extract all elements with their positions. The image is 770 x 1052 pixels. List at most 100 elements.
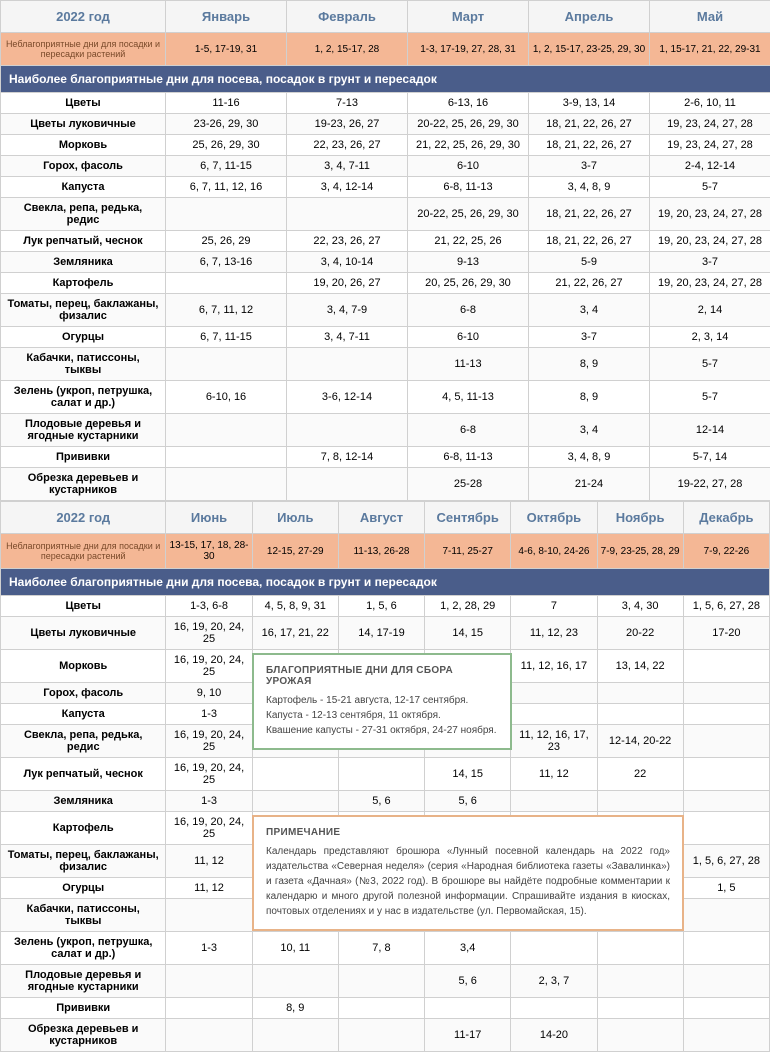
row-label: Плодовые деревья и ягодные кустарники [1, 965, 166, 998]
data-cell: 11, 12, 16, 17, 23 [511, 725, 597, 758]
data-cell [683, 704, 769, 725]
data-cell: 6-8, 11-13 [408, 177, 529, 198]
data-cell: 5-9 [529, 252, 650, 273]
data-cell: 4, 5, 11-13 [408, 381, 529, 414]
bad-days-label: Неблагоприятные дни для посадки и переса… [1, 33, 166, 66]
table-row: Лук репчатый, чеснок16, 19, 20, 24, 2514… [1, 758, 770, 791]
table-row: Лук репчатый, чеснок25, 26, 2922, 23, 26… [1, 231, 770, 252]
data-cell: 2-4, 12-14 [650, 156, 770, 177]
data-cell [597, 965, 683, 998]
month-jul: Июль [252, 502, 338, 534]
table-row: Зелень (укроп, петрушка, салат и др.)6-1… [1, 381, 770, 414]
data-cell [511, 998, 597, 1019]
bad-days-row-2: Неблагоприятные дни для посадки и переса… [1, 534, 770, 569]
data-cell: 3-7 [650, 252, 770, 273]
data-cell: 22 [597, 758, 683, 791]
data-cell: 1-3 [166, 791, 252, 812]
section-header-1: Наиболее благоприятные дни для посева, п… [1, 66, 770, 93]
data-cell: 25-28 [408, 468, 529, 501]
data-cell [683, 965, 769, 998]
data-cell [252, 965, 338, 998]
data-cell: 18, 21, 22, 26, 27 [529, 135, 650, 156]
row-label: Свекла, репа, редька, редис [1, 725, 166, 758]
data-cell: 3,4 [425, 932, 511, 965]
row-label: Морковь [1, 135, 166, 156]
data-cell [252, 791, 338, 812]
data-cell: 3, 4, 8, 9 [529, 447, 650, 468]
data-cell: 1-3 [166, 704, 252, 725]
calendar-table-1: 2022 год Январь Февраль Март Апрель Май … [0, 0, 770, 501]
data-cell: 7, 8 [338, 932, 424, 965]
row-label: Томаты, перец, баклажаны, физалис [1, 294, 166, 327]
data-cell: 5, 6 [338, 791, 424, 812]
data-cell [166, 998, 252, 1019]
table-row: Картофель19, 20, 26, 2720, 25, 26, 29, 3… [1, 273, 770, 294]
data-cell: 3, 4, 10-14 [287, 252, 408, 273]
data-cell: 14-20 [511, 1019, 597, 1052]
data-cell [683, 758, 769, 791]
month-apr: Апрель [529, 1, 650, 33]
data-cell: 16, 19, 20, 24, 25 [166, 812, 252, 845]
row-label: Плодовые деревья и ягодные кустарники [1, 414, 166, 447]
data-cell: 6-10 [408, 156, 529, 177]
data-cell: 9, 10 [166, 683, 252, 704]
data-cell: 2, 14 [650, 294, 770, 327]
data-cell: 20, 25, 26, 29, 30 [408, 273, 529, 294]
data-cell: 18, 21, 22, 26, 27 [529, 198, 650, 231]
table-row: Плодовые деревья и ягодные кустарники6-8… [1, 414, 770, 447]
data-cell [511, 791, 597, 812]
data-cell: 8, 9 [252, 998, 338, 1019]
month-aug: Август [338, 502, 424, 534]
data-cell: 22, 23, 26, 27 [287, 135, 408, 156]
data-cell: 12-14, 20-22 [597, 725, 683, 758]
calendar-table-2: 2022 год Июнь Июль Август Сентябрь Октяб… [0, 501, 770, 1052]
data-cell: 19, 20, 23, 24, 27, 28 [650, 231, 770, 252]
data-cell: 20-22, 25, 26, 29, 30 [408, 198, 529, 231]
year-row-1: 2022 год Январь Февраль Март Апрель Май [1, 1, 770, 33]
row-label: Лук репчатый, чеснок [1, 758, 166, 791]
data-cell [166, 348, 287, 381]
data-cell: 18, 21, 22, 26, 27 [529, 114, 650, 135]
note-title: ПРИМЕЧАНИЕ [266, 827, 670, 838]
data-cell: 14, 17-19 [338, 617, 424, 650]
data-cell [252, 758, 338, 791]
data-cell: 21-24 [529, 468, 650, 501]
data-cell [597, 1019, 683, 1052]
table-row: Горох, фасоль6, 7, 11-153, 4, 7-116-103-… [1, 156, 770, 177]
data-cell [597, 932, 683, 965]
row-label: Картофель [1, 812, 166, 845]
data-cell: 25, 26, 29 [166, 231, 287, 252]
harvest-l1: Картофель - 15-21 августа, 12-17 сентябр… [266, 693, 498, 708]
data-cell [287, 414, 408, 447]
data-cell [287, 348, 408, 381]
data-cell [597, 683, 683, 704]
data-cell: 17-20 [683, 617, 769, 650]
data-cell [166, 414, 287, 447]
month-jan: Январь [166, 1, 287, 33]
row-label: Огурцы [1, 327, 166, 348]
row-label: Томаты, перец, баклажаны, физалис [1, 845, 166, 878]
data-cell: 5, 6 [425, 791, 511, 812]
data-cell: 11, 12, 23 [511, 617, 597, 650]
table-row: Морковь25, 26, 29, 3022, 23, 26, 2721, 2… [1, 135, 770, 156]
harvest-box: БЛАГОПРИЯТНЫЕ ДНИ ДЛЯ СБОРА УРОЖАЯ Карто… [252, 653, 512, 750]
data-cell [683, 683, 769, 704]
data-cell: 10, 11 [252, 932, 338, 965]
data-cell: 6-8 [408, 294, 529, 327]
data-cell [166, 198, 287, 231]
data-cell [683, 812, 769, 845]
bad-feb: 1, 2, 15-17, 28 [287, 33, 408, 66]
data-cell: 5-7 [650, 348, 770, 381]
row-label: Земляника [1, 252, 166, 273]
data-cell [425, 998, 511, 1019]
row-label: Зелень (укроп, петрушка, салат и др.) [1, 932, 166, 965]
data-cell [166, 468, 287, 501]
data-cell [511, 704, 597, 725]
data-cell: 21, 22, 26, 27 [529, 273, 650, 294]
row-label: Обрезка деревьев и кустарников [1, 468, 166, 501]
data-cell: 3-6, 12-14 [287, 381, 408, 414]
data-cell [287, 468, 408, 501]
data-cell: 19, 23, 24, 27, 28 [650, 114, 770, 135]
data-cell: 3-7 [529, 156, 650, 177]
table-row: Обрезка деревьев и кустарников11-1714-20 [1, 1019, 770, 1052]
